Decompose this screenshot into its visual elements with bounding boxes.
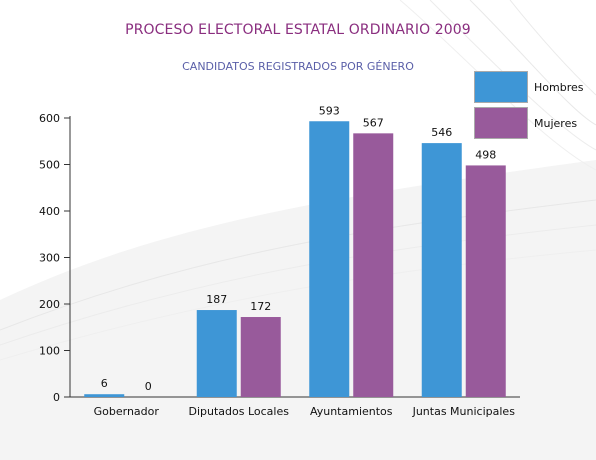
legend-swatch-mujeres [474, 107, 528, 139]
legend-item-hombres: Hombres [474, 71, 583, 103]
chart-subtitle: CANDIDATOS REGISTRADOS POR GÉNERO [182, 60, 414, 73]
x-category-label: Juntas Municipales [412, 405, 516, 418]
bar-hombres [84, 394, 125, 397]
data-label-mujeres: 172 [250, 300, 271, 313]
y-tick-label: 500 [39, 159, 60, 172]
data-label-mujeres: 498 [475, 148, 496, 161]
y-tick-label: 600 [39, 112, 60, 125]
bar-mujeres [240, 317, 281, 397]
chart-title: PROCESO ELECTORAL ESTATAL ORDINARIO 2009 [125, 22, 471, 38]
data-label-mujeres: 567 [363, 116, 384, 129]
data-label-mujeres: 0 [145, 380, 152, 393]
bar-hombres [196, 310, 237, 397]
bar-hombres [421, 143, 462, 397]
data-label-hombres: 546 [431, 126, 452, 139]
legend-label-mujeres: Mujeres [534, 116, 578, 130]
legend-item-mujeres: Mujeres [474, 107, 577, 139]
data-label-hombres: 187 [206, 293, 227, 306]
y-tick-label: 100 [39, 345, 60, 358]
y-tick-label: 200 [39, 298, 60, 311]
data-label-hombres: 593 [319, 104, 340, 117]
bar-mujeres [465, 165, 506, 397]
legend-label-hombres: Hombres [534, 80, 584, 94]
y-tick-label: 0 [53, 391, 60, 404]
bar-hombres [309, 121, 350, 397]
bar-mujeres [353, 133, 394, 397]
data-label-hombres: 6 [101, 377, 108, 390]
x-category-label: Gobernador [94, 405, 160, 418]
x-category-label: Ayuntamientos [310, 405, 393, 418]
x-category-label: Diputados Locales [189, 405, 290, 418]
legend-swatch-hombres [474, 71, 528, 103]
y-tick-label: 300 [39, 252, 60, 265]
y-tick-label: 400 [39, 205, 60, 218]
